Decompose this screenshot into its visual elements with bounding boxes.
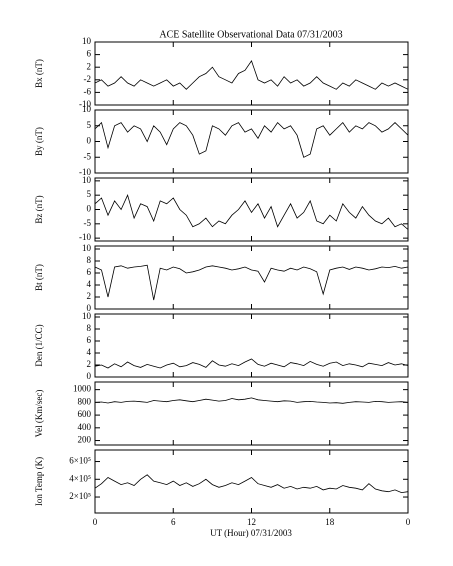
y-tick-label: 10 (82, 104, 92, 114)
y-tick-label: -5 (84, 218, 92, 228)
y-tick-label: 2 (87, 61, 92, 71)
y-tick-label: 4 (87, 347, 92, 357)
plot-frame (94, 245, 409, 310)
data-line (94, 121, 409, 158)
y-tick-label: 200 (78, 435, 92, 445)
y-axis-label: Ion Temp (K) (34, 457, 44, 506)
x-tick-label: 0 (406, 517, 411, 527)
plot-frame (94, 109, 409, 174)
plot-frame (94, 381, 409, 446)
data-line (94, 358, 409, 369)
y-tick-label: 6 (87, 267, 92, 277)
y-tick-label: 6×10⁵ (69, 456, 91, 466)
y-tick-label: -10 (79, 167, 91, 177)
y-tick-label: -10 (79, 232, 91, 242)
y-tick-label: 2 (87, 359, 92, 369)
y-tick-label: 800 (78, 396, 92, 406)
y-axis-label: Bx (nT) (34, 59, 44, 88)
y-tick-label: 8 (87, 323, 92, 333)
y-axis-label: Vel (Km/sec) (34, 390, 44, 438)
x-tick-label: 12 (247, 517, 256, 527)
x-tick-label: 6 (171, 517, 176, 527)
y-axis-label: Bz (nT) (34, 195, 44, 223)
y-tick-label: -5 (84, 151, 92, 161)
y-tick-label: -10 (79, 99, 91, 109)
data-line (94, 397, 409, 404)
data-line (94, 60, 409, 90)
plot-frame (94, 41, 409, 106)
y-tick-label: 600 (78, 409, 92, 419)
y-tick-label: 6 (87, 49, 92, 59)
y-tick-label: 0 (87, 204, 92, 214)
y-tick-label: 10 (82, 311, 92, 321)
y-tick-label: 5 (87, 189, 92, 199)
x-tick-label: 18 (325, 517, 335, 527)
y-tick-label: 10 (82, 36, 92, 46)
y-tick-label: 10 (82, 175, 92, 185)
y-tick-label: 2 (87, 291, 92, 301)
data-line (94, 194, 409, 230)
y-tick-label: 1000 (73, 384, 92, 394)
y-tick-label: 6 (87, 335, 92, 345)
x-tick-label: 0 (93, 517, 98, 527)
data-line (94, 264, 409, 301)
y-tick-label: 4 (87, 279, 92, 289)
y-tick-label: 400 (78, 422, 92, 432)
y-tick-label: -6 (84, 86, 92, 96)
plot-frame (94, 313, 409, 378)
chart-title: ACE Satellite Observational Data 07/31/2… (159, 29, 342, 40)
y-axis-label: Bt (nT) (34, 264, 44, 291)
y-tick-label: 10 (82, 243, 92, 253)
y-tick-label: 8 (87, 255, 92, 265)
y-tick-label: 5 (87, 120, 92, 130)
y-axis-label: Den (1/CC) (34, 324, 44, 366)
y-tick-label: 4×10⁵ (69, 473, 91, 483)
y-axis-label: By (nT) (34, 127, 44, 156)
y-tick-label: -2 (84, 74, 92, 84)
y-tick-label: 0 (87, 136, 92, 146)
y-tick-label: 0 (87, 303, 92, 313)
y-tick-label: 0 (87, 371, 92, 381)
x-axis-label: UT (Hour) 07/31/2003 (210, 528, 292, 538)
y-tick-label: 2×10⁵ (69, 491, 91, 501)
plot-frame (94, 449, 409, 514)
data-line (94, 474, 409, 494)
